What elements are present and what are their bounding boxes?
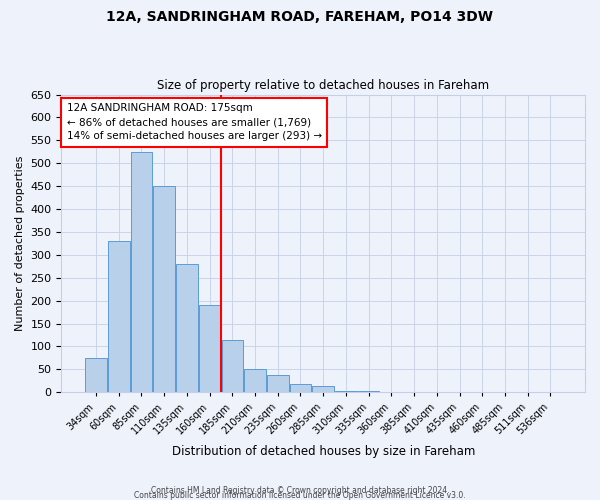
X-axis label: Distribution of detached houses by size in Fareham: Distribution of detached houses by size … [172,444,475,458]
Bar [290,384,311,392]
Text: 12A, SANDRINGHAM ROAD, FAREHAM, PO14 3DW: 12A, SANDRINGHAM ROAD, FAREHAM, PO14 3DW [107,10,493,24]
Bar [335,391,357,392]
Bar [176,264,197,392]
Bar [131,152,152,392]
Y-axis label: Number of detached properties: Number of detached properties [15,156,25,331]
Bar [267,376,289,392]
Bar [108,241,130,392]
Bar [358,391,379,392]
Bar [313,386,334,392]
Bar [199,305,220,392]
Bar [154,186,175,392]
Text: 12A SANDRINGHAM ROAD: 175sqm
← 86% of detached houses are smaller (1,769)
14% of: 12A SANDRINGHAM ROAD: 175sqm ← 86% of de… [67,104,322,142]
Title: Size of property relative to detached houses in Fareham: Size of property relative to detached ho… [157,79,489,92]
Bar [221,340,243,392]
Text: Contains HM Land Registry data © Crown copyright and database right 2024.: Contains HM Land Registry data © Crown c… [151,486,449,495]
Text: Contains public sector information licensed under the Open Government Licence v3: Contains public sector information licen… [134,490,466,500]
Bar [85,358,107,392]
Bar [244,370,266,392]
